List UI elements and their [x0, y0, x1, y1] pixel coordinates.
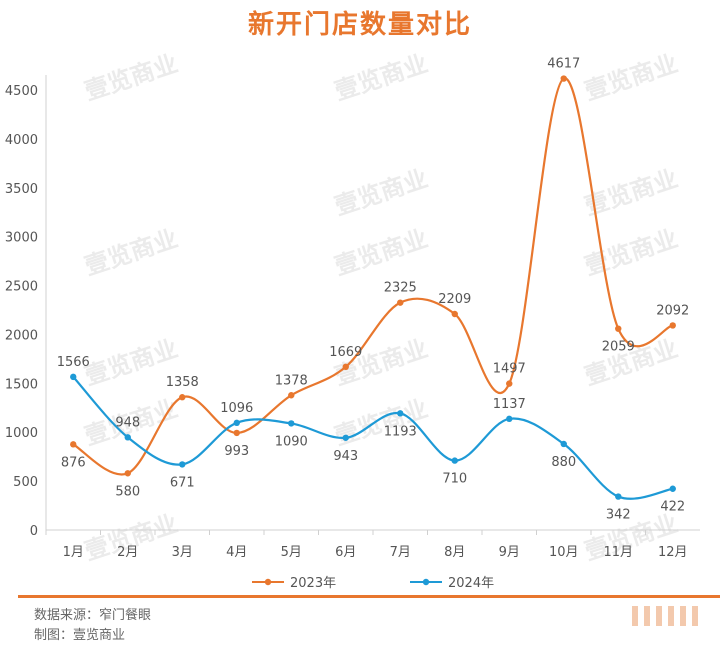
y-tick-label: 3000 — [5, 231, 38, 246]
x-tick-label: 7月 — [390, 545, 411, 560]
x-tick-label: 6月 — [335, 545, 356, 560]
chart-title: 新开门店数量对比 — [247, 10, 472, 40]
data-label: 993 — [224, 444, 249, 459]
y-tick-label: 2500 — [5, 280, 38, 295]
data-label: 943 — [333, 449, 358, 464]
x-tick-label: 1月 — [63, 545, 84, 560]
data-point — [179, 394, 186, 401]
data-label: 422 — [660, 500, 685, 515]
data-label: 710 — [442, 472, 467, 487]
x-tick-label: 8月 — [444, 545, 465, 560]
watermark-text: 壹览商业 — [331, 164, 431, 220]
y-tick-label: 0 — [30, 524, 38, 539]
data-label: 948 — [115, 415, 140, 430]
data-label: 1378 — [275, 373, 308, 388]
y-tick-label: 1500 — [5, 377, 38, 392]
y-tick-label: 4500 — [5, 84, 38, 99]
data-point — [288, 420, 295, 427]
x-tick-label: 2月 — [117, 545, 138, 560]
series-1: 876 580 1358 993 1378 1669 2325 2209 1497 4617 205… — [61, 57, 689, 500]
data-label: 880 — [551, 455, 576, 470]
watermark-text: 壹览商业 — [331, 394, 431, 450]
legend-label: 2023年 — [290, 576, 336, 591]
data-point — [560, 75, 567, 82]
footer-logo-icon — [632, 606, 698, 626]
watermark-text: 壹览商业 — [331, 224, 431, 280]
x-tick-label: 12月 — [658, 545, 688, 560]
x-tick-label: 10月 — [549, 545, 579, 560]
data-label: 1358 — [166, 375, 199, 390]
data-label: 876 — [61, 455, 86, 470]
data-point — [615, 325, 622, 332]
data-point — [70, 441, 77, 448]
footer-author: 制图：壹览商业 — [34, 628, 126, 643]
data-label: 4617 — [547, 57, 580, 72]
legend-marker-icon — [422, 578, 430, 586]
data-point — [70, 373, 77, 381]
data-point — [506, 415, 513, 423]
data-point — [506, 380, 513, 387]
y-tick-label: 1000 — [5, 426, 38, 441]
data-label: 2209 — [438, 292, 471, 307]
y-tick-label: 3500 — [5, 182, 38, 197]
x-tick-label: 4月 — [226, 545, 247, 560]
data-point — [451, 457, 458, 464]
data-label: 1497 — [493, 362, 526, 377]
watermark-text: 壹览商业 — [81, 49, 181, 105]
x-tick-label: 11月 — [603, 545, 633, 560]
y-tick-label: 500 — [13, 475, 38, 490]
data-label: 671 — [170, 475, 195, 490]
data-label: 1193 — [384, 424, 417, 439]
data-point — [288, 392, 295, 399]
data-label: 342 — [606, 508, 631, 523]
footer-source: 数据来源：窄门餐眼 — [34, 608, 152, 623]
x-tick-label: 3月 — [172, 545, 193, 560]
data-label: 2325 — [384, 281, 417, 296]
footer-divider — [18, 595, 720, 598]
data-label: 1566 — [57, 355, 90, 370]
data-point — [233, 419, 240, 427]
legend-item: 2023年 — [252, 576, 336, 591]
x-tick-label: 5月 — [281, 545, 302, 560]
axes: 0 500 1000 1500 2000 2500 3000 3500 4000 4500 1月 2月… — [5, 75, 700, 560]
data-label: 2059 — [602, 340, 635, 355]
data-point — [342, 434, 349, 441]
legend-marker-icon — [264, 578, 272, 586]
x-tick-label: 9月 — [499, 545, 520, 560]
watermark-text: 壹览商业 — [331, 334, 431, 390]
data-point — [124, 434, 131, 441]
watermark-text: 壹览商业 — [581, 224, 681, 280]
series-2: 1566 948 671 1096 1090 943 1193 710 1137 880 342 42… — [57, 355, 685, 523]
data-label: 1669 — [329, 345, 362, 360]
data-point — [615, 493, 622, 500]
data-point — [669, 322, 676, 329]
data-point — [397, 299, 404, 306]
legend-item: 2024年 — [410, 576, 494, 591]
y-tick-label: 2000 — [5, 328, 38, 343]
data-point — [179, 461, 186, 468]
data-point — [342, 363, 349, 371]
data-point — [233, 429, 240, 437]
series-layer: 876 580 1358 993 1378 1669 2325 2209 1497 4617 205… — [57, 57, 690, 523]
data-point — [451, 310, 458, 318]
data-point — [397, 410, 404, 417]
legend: 2023年 2024年 — [252, 576, 494, 591]
data-point — [124, 470, 131, 477]
watermark-text: 壹览商业 — [331, 49, 431, 105]
y-tick-label: 4000 — [5, 133, 38, 148]
data-label: 2092 — [656, 303, 689, 318]
watermark-text: 壹览商业 — [581, 49, 681, 105]
legend-label: 2024年 — [448, 576, 494, 591]
data-point — [669, 485, 676, 492]
data-label: 580 — [115, 484, 140, 499]
data-point — [560, 440, 567, 448]
data-label: 1137 — [493, 397, 526, 412]
watermark-text: 壹览商业 — [81, 224, 181, 280]
data-label: 1096 — [220, 401, 253, 416]
data-label: 1090 — [275, 434, 308, 449]
